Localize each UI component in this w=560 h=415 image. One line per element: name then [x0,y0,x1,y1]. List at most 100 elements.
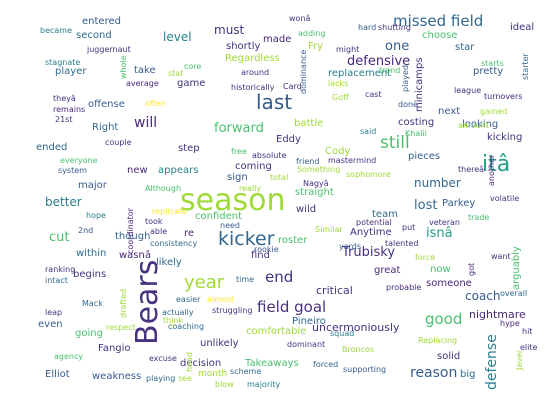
word: coaching [168,322,205,331]
word: step [178,143,200,154]
word: critical [316,284,353,297]
word: hard [358,23,377,32]
word: done [398,100,418,109]
word: drafted [119,288,128,318]
word: someone [426,278,472,289]
word: great [374,265,401,276]
word: easier [176,295,201,304]
word: wasnâ [119,250,151,261]
word: stat [168,69,184,78]
word: whole [119,55,128,79]
word: wonâ [289,14,311,23]
word: costing [398,117,435,128]
word: good [425,310,463,328]
word: overall [500,289,528,298]
word: able [150,227,168,236]
word: playing [146,374,176,383]
word: total [270,173,289,182]
word: often [145,99,166,108]
word: season [180,183,286,218]
word: supporting [343,365,387,374]
word: entered [82,16,121,27]
word: coming [235,161,272,172]
word: starts [481,59,504,68]
word: big [460,369,476,380]
word: replacement [328,68,392,79]
word: blow [215,380,234,389]
word: decision [180,358,222,369]
word: took [145,217,163,226]
word: hope [86,211,106,220]
word: pieces [408,151,441,162]
word: amount [458,121,489,130]
word: roster [278,235,308,246]
word: sign [227,172,248,183]
word: really [239,184,262,193]
word: potential [356,218,392,227]
word: said [360,127,377,136]
word: lacks [328,79,349,88]
word: Cody [325,146,351,157]
word: second [76,30,112,41]
word: level [163,30,192,44]
word: will [134,115,158,131]
word: defense [484,334,500,390]
word: got [467,262,476,276]
word: isnâ [426,226,453,241]
word: theyâ [53,94,76,103]
word: number [414,176,461,190]
word: hype [500,319,520,328]
word: straight [295,187,334,198]
word: almost [207,295,235,304]
word: month [198,369,228,379]
word: intact [45,276,68,285]
word: volatile [490,194,520,203]
word: Parkey [442,198,476,209]
word: Fangio [98,343,131,354]
word: Goff [332,93,349,102]
word: around [241,68,270,77]
word: uncermoniously [312,321,400,334]
word: likely [156,257,182,268]
word: arguably [511,246,522,290]
word: turnovers [484,92,523,101]
word: veteran [429,218,460,227]
word: see [178,374,193,383]
word: though [115,231,151,242]
word: Nagyâ [303,179,329,188]
word: Pineiro [292,316,326,327]
word: ended [36,142,68,153]
word: Takeaways [245,358,299,369]
word: unlikely [200,338,239,349]
word: made [263,34,292,45]
word: kicker [218,228,275,250]
word: 21st [55,115,73,124]
word: find [251,250,270,261]
word: even [38,319,63,330]
word: agency [54,352,84,361]
word: reason [410,365,458,381]
word: core [184,62,202,71]
word: Khalil [405,129,427,138]
word: excuse [149,354,177,363]
word: played [401,65,410,92]
word: coach [465,289,501,303]
word: Similar [315,225,343,234]
word: Something [297,165,341,174]
word: missed field [393,12,484,30]
word: free [231,147,247,156]
word: Bears [130,259,165,345]
word: dominance [299,49,308,94]
word: stagnate [45,58,81,67]
word: system [58,166,87,175]
word: looking [462,119,499,130]
word: starter [521,53,530,80]
word: Fry [308,41,324,52]
word: ideal [510,22,535,33]
word: Right [92,122,119,133]
word: friend [296,157,320,166]
word: Card [283,82,302,91]
word: itâ [482,152,511,177]
word: must [214,23,245,37]
